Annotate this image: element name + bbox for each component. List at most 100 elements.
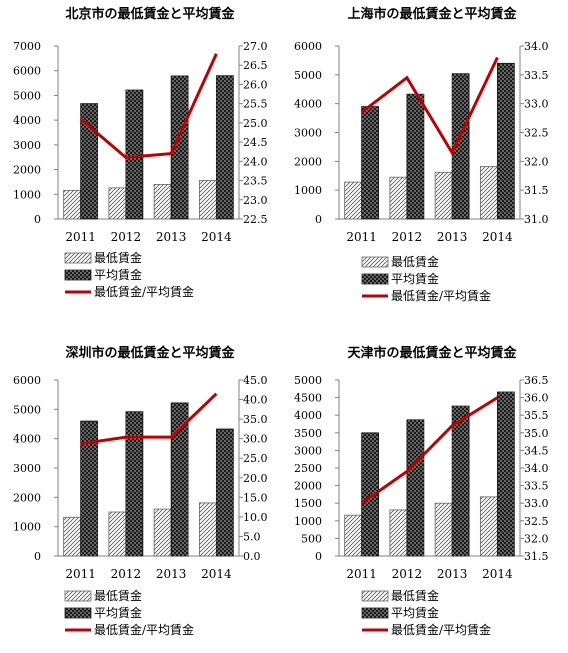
y-tick-label-right: 31.0 <box>524 213 549 226</box>
y-tick-label-right: 15.0 <box>243 491 268 504</box>
y-tick-label-left: 5000 <box>294 69 322 82</box>
y-tick-label-left: 2000 <box>13 164 41 177</box>
x-tick-label: 2011 <box>346 567 377 581</box>
y-tick-label-right: 25.0 <box>243 452 268 465</box>
y-tick-label-left: 1000 <box>294 184 322 197</box>
x-tick-label: 2013 <box>437 567 468 581</box>
x-tick-label: 2011 <box>65 230 96 244</box>
y-tick-label-left: 5000 <box>294 374 322 387</box>
y-tick-label-left: 7000 <box>13 40 41 53</box>
y-tick-label-left: 5000 <box>13 89 41 102</box>
y-tick-label-right: 24.5 <box>243 136 268 149</box>
legend-swatch-minimum-wage <box>361 590 389 602</box>
bar-minimum-wage <box>153 508 172 557</box>
bar-average-wage <box>80 420 99 557</box>
chart-shenzhen: 深圳市の最低賃金と平均賃金 0 1000 2000 3000 4000 5000 6000 0.… <box>13 345 268 637</box>
y-tick-label-left: 2500 <box>294 462 322 475</box>
y-tick-label-right: 5.0 <box>243 530 261 543</box>
bar-average-wage <box>406 93 425 220</box>
x-tick-label: 2014 <box>482 567 513 581</box>
y-tick-label-left: 3000 <box>294 444 322 457</box>
bar-minimum-wage <box>479 496 498 557</box>
legend-swatch-minimum-wage <box>64 590 92 602</box>
y-tick-label-right: 25.0 <box>243 117 268 130</box>
x-tick-label: 2012 <box>392 567 423 581</box>
ratio-line <box>80 392 218 446</box>
y-tick-label-right: 26.5 <box>243 59 268 72</box>
x-tick-label: 2011 <box>65 567 96 581</box>
legend-label: 平均賃金 <box>391 605 439 620</box>
y-tick-label-left: 3500 <box>294 427 322 440</box>
y-tick-label-right: 25.5 <box>243 98 268 111</box>
legend-swatch-average-wage <box>361 607 389 619</box>
bar-minimum-wage <box>434 502 453 557</box>
y-tick-label-right: 30.0 <box>243 433 268 446</box>
y-tick-label-left: 1000 <box>294 515 322 528</box>
legend-label: 最低賃金/平均賃金 <box>94 622 194 637</box>
y-tick-label-left: 4000 <box>294 98 322 111</box>
x-tick-label: 2013 <box>156 567 187 581</box>
legend-swatch-average-wage <box>64 269 92 281</box>
y-tick-label-left: 6000 <box>294 40 322 53</box>
y-tick-label-right: 31.5 <box>524 184 549 197</box>
bar-minimum-wage <box>108 187 127 220</box>
chart-title: 深圳市の最低賃金と平均賃金 <box>65 345 235 361</box>
chart-tianjin: 天津市の最低賃金と平均賃金 0 500 1000 1500 2000 2500 3000 350… <box>294 345 549 637</box>
bar-minimum-wage <box>389 509 408 557</box>
y-tick-label-right: 33.0 <box>524 98 549 111</box>
bar-average-wage <box>170 402 189 557</box>
bar-average-wage <box>451 405 470 557</box>
bar-minimum-wage <box>63 516 82 557</box>
legend-label: 最低賃金 <box>94 250 142 265</box>
bar-minimum-wage <box>344 181 363 220</box>
y-tick-label-right: 23.5 <box>243 175 268 188</box>
y-tick-label-left: 4000 <box>13 433 41 446</box>
y-tick-label-right: 40.0 <box>243 394 268 407</box>
y-tick-label-right: 35.5 <box>524 409 549 422</box>
ratio-line <box>360 396 499 505</box>
ratio-line <box>360 56 499 156</box>
y-tick-label-left: 3000 <box>294 127 322 140</box>
legend-swatch-average-wage <box>361 273 389 285</box>
chart-title: 北京市の最低賃金と平均賃金 <box>65 6 235 22</box>
bar-average-wage <box>361 106 380 220</box>
x-tick-label: 2012 <box>392 230 423 244</box>
bar-average-wage <box>451 73 470 220</box>
y-tick-label-right: 34.0 <box>524 40 549 53</box>
bar-average-wage <box>170 75 189 220</box>
y-tick-label-right: 23.0 <box>243 194 268 207</box>
y-tick-label-left: 6000 <box>13 65 41 78</box>
x-tick-label: 2013 <box>156 230 187 244</box>
y-tick-label-right: 33.0 <box>524 497 549 510</box>
y-tick-label-right: 31.5 <box>524 550 549 563</box>
bar-average-wage <box>361 432 380 557</box>
y-tick-label-left: 500 <box>301 532 322 545</box>
bar-average-wage <box>496 62 515 220</box>
bar-minimum-wage <box>198 502 217 557</box>
bar-average-wage <box>125 89 144 220</box>
y-tick-label-right: 36.5 <box>524 374 549 387</box>
y-tick-label-right: 22.5 <box>243 213 268 226</box>
legend-swatch-average-wage <box>64 607 92 619</box>
legend-label: 平均賃金 <box>94 605 142 620</box>
y-tick-label-left: 4000 <box>13 114 41 127</box>
bar-average-wage <box>215 75 234 220</box>
bar-minimum-wage <box>63 189 82 220</box>
bar-minimum-wage <box>108 511 127 557</box>
legend-label: 平均賃金 <box>391 271 439 286</box>
x-tick-label: 2014 <box>201 567 232 581</box>
x-tick-label: 2014 <box>482 230 513 244</box>
legend-label: 平均賃金 <box>94 267 142 282</box>
x-tick-label: 2012 <box>111 567 142 581</box>
bar-minimum-wage <box>479 166 498 220</box>
legend-label: 最低賃金/平均賃金 <box>391 622 491 637</box>
y-tick-label-left: 1500 <box>294 497 322 510</box>
y-tick-label-right: 34.0 <box>524 462 549 475</box>
y-tick-label-left: 0 <box>315 550 322 563</box>
y-tick-label-left: 5000 <box>13 403 41 416</box>
chart-shanghai: 上海市の最低賃金と平均賃金 0 1000 2000 3000 4000 5000 6000 31… <box>294 6 549 303</box>
legend-swatch-minimum-wage <box>361 256 389 268</box>
x-tick-label: 2012 <box>111 230 142 244</box>
y-tick-label-right: 35.0 <box>243 413 268 426</box>
